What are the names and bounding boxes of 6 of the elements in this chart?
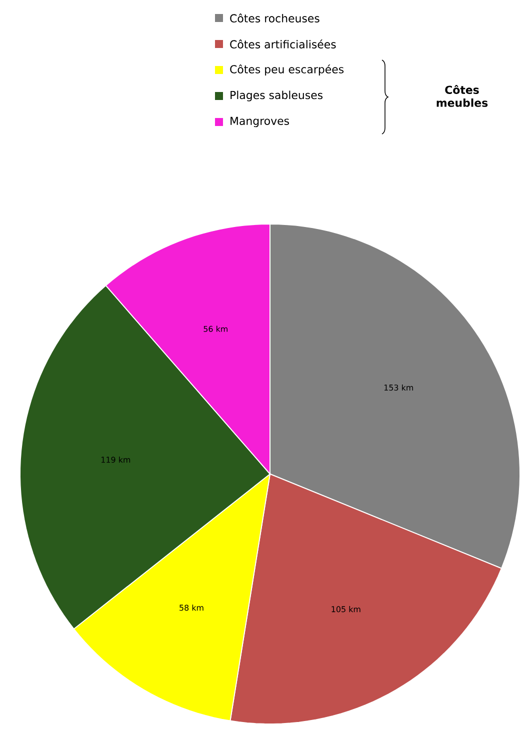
legend-label: Côtes peu escarpées <box>230 64 344 76</box>
legend-label: Côtes rocheuses <box>230 14 320 22</box>
legend-label: Côtes artificialisées <box>230 40 336 48</box>
legend-label: Mangroves <box>230 116 289 128</box>
text: Côtes meubles <box>436 85 488 107</box>
legend-label: Plages sableuses <box>230 90 323 102</box>
